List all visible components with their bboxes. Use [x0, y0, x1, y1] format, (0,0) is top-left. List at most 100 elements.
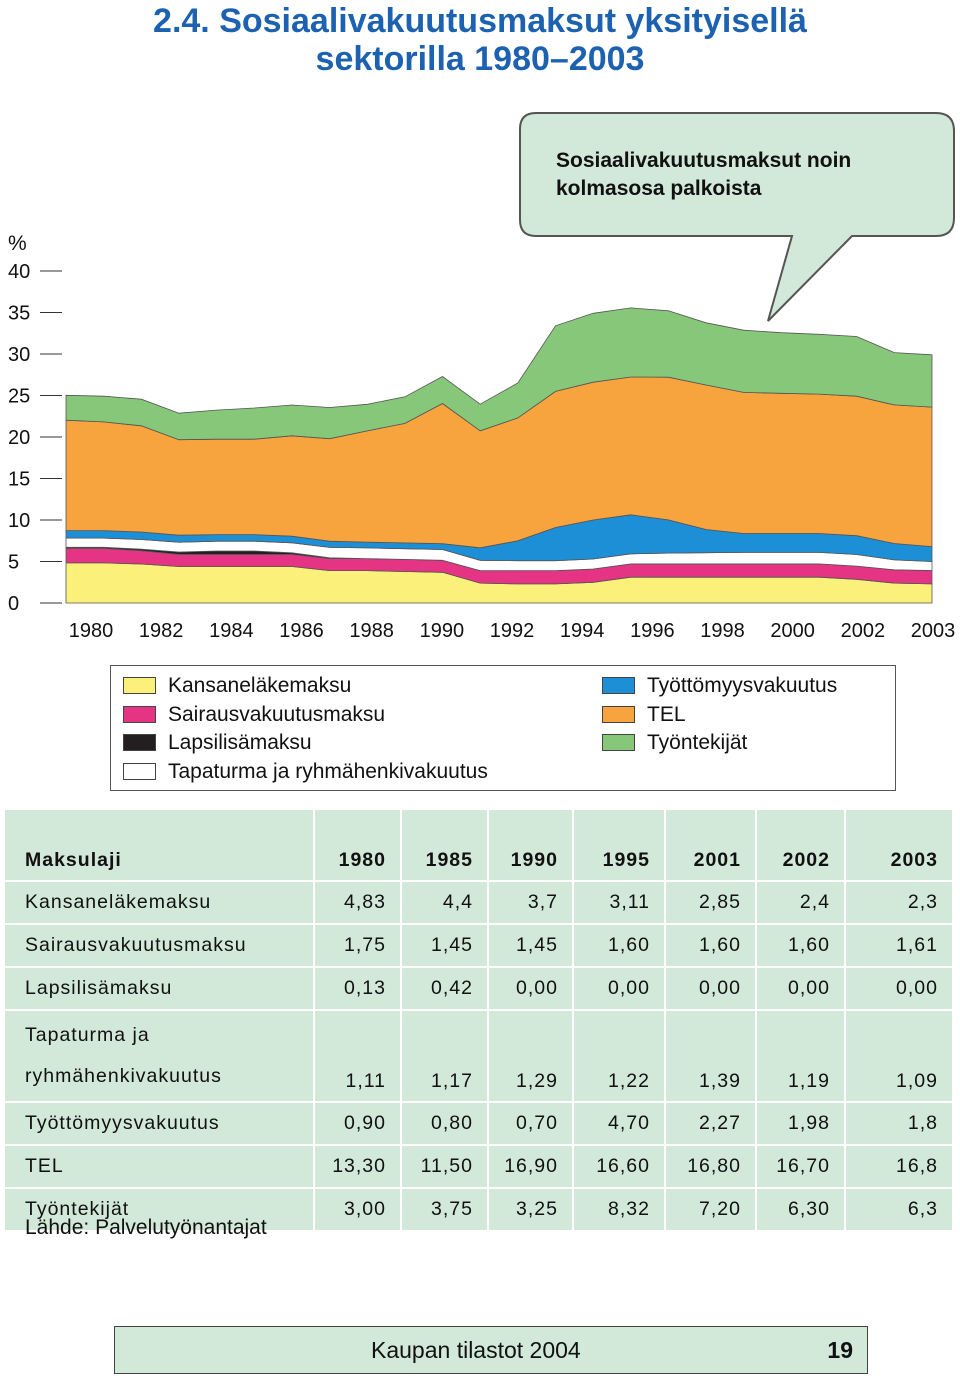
legend-label: Työntekijät	[647, 731, 748, 754]
table-header-cell: Maksulaji	[3, 808, 315, 882]
x-tick-label: 1988	[349, 620, 394, 642]
table-header-row: Maksulaji 1980 1985 1990 1995 2001 2002 …	[3, 808, 954, 882]
table-cell: 0,00	[844, 966, 954, 1011]
table-cell: 1,60	[572, 923, 666, 968]
table-cell: 0,00	[664, 966, 757, 1011]
y-tick-label: 15	[8, 469, 30, 491]
table-row-label: TEL	[3, 1144, 315, 1189]
table-cell: 2,3	[844, 880, 954, 925]
table-row: Työntekijät 3,00 3,75 3,25 8,32 7,20 6,3…	[3, 1187, 954, 1232]
y-tick-label: 35	[8, 303, 30, 325]
table-cell: 1,61	[844, 923, 954, 968]
table-cell: 0,13	[313, 966, 402, 1011]
table-cell: 4,4	[400, 880, 489, 925]
callout-bubble	[519, 112, 955, 322]
table-cell: 1,45	[400, 923, 489, 968]
y-axis: 0 5 10 15 20 25 30 35 40	[8, 261, 62, 615]
table-cell: 1,45	[487, 923, 574, 968]
legend-swatch	[123, 763, 156, 780]
page-footer: Kaupan tilastot 2004 19	[114, 1326, 868, 1374]
legend-label: Lapsilisämaksu	[168, 731, 312, 754]
legend-label: Tapaturma ja ryhmähenkivakuutus	[168, 760, 488, 783]
table-cell: 1,98	[755, 1101, 846, 1146]
x-tick-label: 1998	[700, 620, 745, 642]
legend-label: TEL	[647, 703, 686, 726]
x-tick-label: 1994	[560, 620, 605, 642]
table-cell: 0,00	[572, 966, 666, 1011]
legend-label: Kansaneläkemaksu	[168, 674, 352, 697]
y-tick-label: 5	[8, 552, 19, 574]
table-cell: 8,32	[572, 1187, 666, 1232]
table-header-cell: 1985	[400, 808, 489, 882]
page-title: 2.4. Sosiaalivakuutusmaksut yksityisellä…	[0, 2, 960, 78]
table-cell: 6,3	[844, 1187, 954, 1232]
x-tick-label: 1986	[279, 620, 324, 642]
x-tick-label: 1982	[139, 620, 184, 642]
table-cell: 1,39	[664, 1009, 757, 1103]
table-cell: 11,50	[400, 1144, 489, 1189]
table-cell: 1,17	[400, 1009, 489, 1103]
table-cell: 6,30	[755, 1187, 846, 1232]
table-cell: 7,20	[664, 1187, 757, 1232]
callout-line2: kolmasosa palkoista	[556, 177, 762, 200]
table-cell: 0,80	[400, 1101, 489, 1146]
x-tick-label: 2002	[841, 620, 886, 642]
table-cell: 1,11	[313, 1009, 402, 1103]
footer-publication: Kaupan tilastot 2004	[371, 1337, 581, 1363]
x-tick-label: 1990	[420, 620, 465, 642]
y-tick-label: 30	[8, 344, 30, 366]
table-row: Sairausvakuutusmaksu 1,75 1,45 1,45 1,60…	[3, 923, 954, 968]
table-header-cell: 1990	[487, 808, 574, 882]
legend-swatch	[602, 677, 635, 694]
page-title-line2: sektorilla 1980–2003	[315, 40, 645, 78]
table-cell: 3,75	[400, 1187, 489, 1232]
table-cell: 16,80	[664, 1144, 757, 1189]
table-cell: 1,60	[755, 923, 846, 968]
table-row: Tapaturma ja ryhmähenkivakuutus 1,11 1,17…	[3, 1009, 954, 1103]
table-row-label-line2: ryhmähenkivakuutus	[25, 1065, 222, 1087]
y-tick-label: 0	[8, 593, 19, 615]
area-series-group	[65, 307, 933, 604]
y-axis-unit: %	[8, 232, 27, 255]
table-row-label: Työntekijät	[3, 1187, 315, 1232]
table-row: Lapsilisämaksu 0,13 0,42 0,00 0,00 0,00 …	[3, 966, 954, 1011]
legend-swatch	[123, 706, 156, 723]
table-header-cell: 1995	[572, 808, 666, 882]
table-cell: 1,29	[487, 1009, 574, 1103]
table-header-cell: 2001	[664, 808, 757, 882]
table-cell: 13,30	[313, 1144, 402, 1189]
table-cell: 0,70	[487, 1101, 574, 1146]
table-header-cell: 2002	[755, 808, 846, 882]
table-cell: 1,60	[664, 923, 757, 968]
table-cell: 0,00	[487, 966, 574, 1011]
table-row-label: Sairausvakuutusmaksu	[3, 923, 315, 968]
table-cell: 16,70	[755, 1144, 846, 1189]
table-cell: 0,00	[755, 966, 846, 1011]
table-row: TEL 13,30 11,50 16,90 16,60 16,80 16,70 …	[3, 1144, 954, 1189]
y-tick-label: 40	[8, 261, 30, 283]
y-tick-label: 20	[8, 427, 30, 449]
table-cell: 3,25	[487, 1187, 574, 1232]
table-cell: 2,85	[664, 880, 757, 925]
table-cell: 0,42	[400, 966, 489, 1011]
source-note: Lähde: Palvelutyönantajat	[25, 1216, 267, 1239]
page-title-line1: 2.4. Sosiaalivakuutusmaksut yksityisellä	[153, 2, 807, 40]
x-tick-label: 2000	[770, 620, 815, 642]
table-cell: 4,70	[572, 1101, 666, 1146]
legend-label: Sairausvakuutusmaksu	[168, 703, 386, 726]
stacked-area-chart: Sosiaalivakuutusmaksut noin kolmasosa pa…	[8, 112, 956, 642]
table-row-label: Lapsilisämaksu	[3, 966, 315, 1011]
table-row-label: Tapaturma ja ryhmähenkivakuutus	[3, 1009, 315, 1103]
x-tick-label: 1984	[209, 620, 254, 642]
x-axis: 1980 1982 1984 1986 1988 1990 1992 1994 1996 1998…	[69, 620, 956, 642]
table-row: Kansaneläkemaksu 4,83 4,4 3,7 3,11 2,85 …	[3, 880, 954, 925]
table-cell: 2,4	[755, 880, 846, 925]
area-työntekijät	[65, 307, 933, 441]
x-tick-label: 2003	[911, 620, 956, 642]
table-cell: 3,11	[572, 880, 666, 925]
table-cell: 16,90	[487, 1144, 574, 1189]
legend-swatch	[123, 677, 156, 694]
table-cell: 4,83	[313, 880, 402, 925]
table-cell: 1,22	[572, 1009, 666, 1103]
legend-label: Työttömyysvakuutus	[647, 674, 838, 697]
